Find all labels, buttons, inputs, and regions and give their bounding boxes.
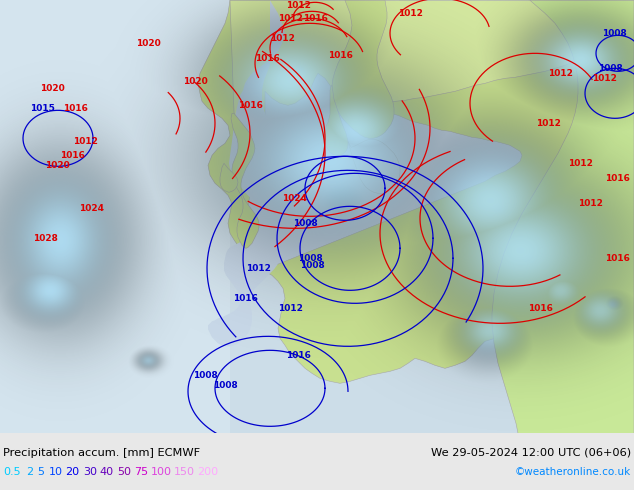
Text: 1016: 1016	[328, 51, 353, 60]
Text: 1012: 1012	[278, 14, 302, 23]
Text: 1012: 1012	[578, 199, 602, 208]
Text: 1015: 1015	[30, 104, 55, 113]
Text: 1008: 1008	[212, 381, 237, 390]
Text: 1012: 1012	[285, 1, 311, 10]
Polygon shape	[198, 0, 634, 383]
Text: 150: 150	[174, 467, 195, 477]
Text: 1008: 1008	[598, 64, 623, 73]
Text: 1008: 1008	[293, 219, 318, 228]
Text: 100: 100	[151, 467, 172, 477]
Text: 1020: 1020	[44, 161, 69, 170]
Polygon shape	[208, 0, 285, 346]
Text: 1008: 1008	[602, 29, 626, 38]
Text: 1012: 1012	[72, 137, 98, 146]
Polygon shape	[324, 85, 348, 155]
Text: 1008: 1008	[193, 371, 217, 380]
Text: 1016: 1016	[285, 351, 311, 360]
Text: 0.5: 0.5	[3, 467, 21, 477]
Polygon shape	[492, 0, 634, 433]
Text: 1028: 1028	[32, 234, 58, 243]
Text: 1012: 1012	[269, 34, 294, 43]
Text: 1016: 1016	[527, 304, 552, 313]
Polygon shape	[332, 0, 394, 138]
Text: 1012: 1012	[548, 69, 573, 78]
Text: 1016: 1016	[238, 101, 262, 110]
Text: 1024: 1024	[79, 204, 105, 213]
Text: 40: 40	[100, 467, 114, 477]
Text: 1020: 1020	[136, 39, 160, 48]
Polygon shape	[240, 74, 522, 271]
Polygon shape	[230, 0, 634, 138]
Text: 1016: 1016	[605, 174, 630, 183]
Text: 1016: 1016	[302, 14, 327, 23]
Text: 1020: 1020	[39, 84, 65, 93]
Polygon shape	[231, 113, 259, 248]
Text: 1012: 1012	[536, 119, 560, 128]
Text: 1012: 1012	[567, 159, 592, 168]
Text: 1016: 1016	[233, 294, 257, 303]
Text: 1016: 1016	[255, 54, 280, 63]
Text: 1008: 1008	[297, 254, 322, 263]
Text: 5: 5	[37, 467, 44, 477]
Text: 1016: 1016	[60, 151, 84, 160]
Text: 1024: 1024	[283, 194, 307, 203]
Text: 50: 50	[117, 467, 131, 477]
Text: 1012: 1012	[398, 9, 422, 18]
Text: Precipitation accum. [mm] ECMWF: Precipitation accum. [mm] ECMWF	[3, 448, 200, 458]
Text: 1008: 1008	[300, 261, 325, 270]
Text: 1016: 1016	[63, 104, 87, 113]
Text: 20: 20	[65, 467, 80, 477]
Text: 1012: 1012	[278, 304, 302, 313]
Text: 1012: 1012	[592, 74, 616, 83]
Bar	[0, 0, 230, 433]
Text: 75: 75	[134, 467, 148, 477]
Text: 200: 200	[197, 467, 218, 477]
Text: 10: 10	[48, 467, 63, 477]
Text: ©weatheronline.co.uk: ©weatheronline.co.uk	[515, 467, 631, 477]
Polygon shape	[348, 139, 400, 194]
Text: 30: 30	[82, 467, 97, 477]
Polygon shape	[230, 0, 315, 105]
Text: 2: 2	[26, 467, 33, 477]
Text: We 29-05-2024 12:00 UTC (06+06): We 29-05-2024 12:00 UTC (06+06)	[431, 448, 631, 458]
Text: 1016: 1016	[605, 254, 630, 263]
Polygon shape	[220, 163, 238, 193]
Text: 1020: 1020	[183, 77, 207, 86]
Text: 1012: 1012	[245, 264, 271, 273]
